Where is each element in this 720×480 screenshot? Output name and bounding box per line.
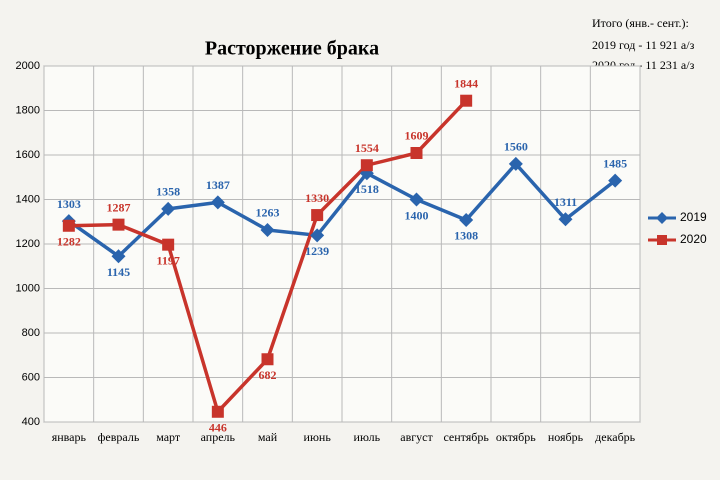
annotation: Итого (янв.- сент.): [592, 16, 689, 30]
marker [162, 238, 175, 251]
marker [111, 249, 126, 264]
marker [558, 212, 573, 227]
data-label: 1387 [206, 178, 230, 192]
marker [161, 201, 176, 216]
y-tick-label: 1600 [16, 149, 40, 161]
data-label: 1609 [405, 129, 429, 143]
marker [311, 209, 324, 222]
data-label: 1303 [57, 197, 81, 211]
x-tick-label: июль [354, 430, 381, 444]
marker [459, 212, 474, 227]
data-label: 1311 [554, 195, 577, 209]
marker [360, 159, 373, 172]
y-tick-label: 400 [22, 416, 40, 428]
marker [460, 94, 473, 107]
series-line [67, 162, 617, 258]
data-label: 1263 [256, 206, 280, 220]
marker [410, 146, 423, 159]
data-label: 1560 [504, 140, 528, 154]
x-tick-label: октябрь [496, 430, 536, 444]
data-label: 1400 [405, 208, 429, 222]
y-tick-label: 2000 [16, 60, 40, 72]
chart-title: Расторжение брака [205, 38, 379, 60]
annotation: 2019 год - 11 921 а/з [592, 38, 695, 52]
marker [409, 192, 424, 207]
data-label: 1197 [156, 253, 179, 267]
marker [508, 156, 523, 171]
data-label: 1239 [305, 244, 329, 258]
x-tick-label: февраль [98, 430, 140, 444]
data-label: 1554 [355, 141, 379, 155]
data-label: 1358 [156, 185, 180, 199]
marker [210, 195, 225, 210]
x-tick-label: август [400, 430, 433, 444]
marker [62, 219, 75, 232]
x-tick-label: январь [52, 430, 87, 444]
y-tick-label: 1000 [16, 282, 40, 294]
y-tick-label: 1800 [16, 104, 40, 116]
data-label: 1287 [107, 200, 131, 214]
legend-marker [657, 235, 667, 245]
data-label: 1518 [355, 182, 379, 196]
x-tick-label: апрель [201, 430, 236, 444]
data-label: 1282 [57, 235, 81, 249]
data-label: 446 [209, 421, 227, 435]
marker [260, 222, 275, 237]
data-label: 1308 [454, 229, 478, 243]
marker [608, 173, 623, 188]
y-tick-label: 800 [22, 327, 40, 339]
x-tick-label: июнь [304, 430, 332, 444]
data-label: 682 [259, 368, 277, 382]
data-label: 1485 [603, 156, 627, 170]
data-label: 1844 [454, 76, 478, 90]
data-label: 1145 [107, 265, 130, 279]
marker [310, 228, 325, 243]
legend-label: 2020 [680, 232, 707, 246]
y-tick-label: 1400 [16, 193, 40, 205]
x-tick-label: май [258, 430, 278, 444]
marker [211, 405, 224, 418]
marker [112, 218, 125, 231]
y-tick-label: 600 [22, 371, 40, 383]
x-tick-label: ноябрь [548, 430, 584, 444]
y-tick-label: 1200 [16, 238, 40, 250]
x-tick-label: декабрь [595, 430, 636, 444]
legend-marker [656, 212, 668, 224]
x-tick-label: март [156, 430, 181, 444]
x-tick-label: сентябрь [443, 430, 489, 444]
data-label: 1330 [305, 191, 329, 205]
marker [261, 353, 274, 366]
legend-label: 2019 [680, 210, 707, 224]
